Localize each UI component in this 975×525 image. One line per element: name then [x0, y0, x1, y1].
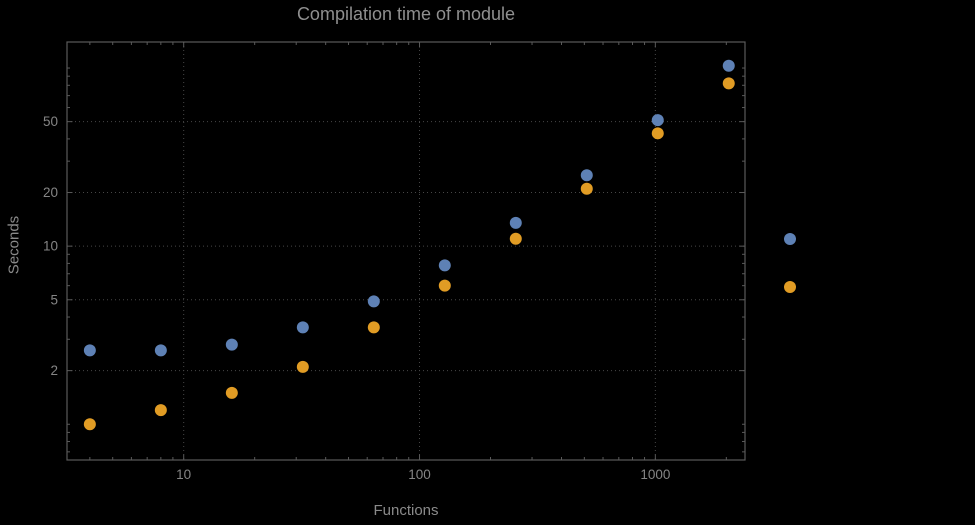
y-tick-label: 10: [43, 239, 58, 254]
legend-marker-series-1: [784, 233, 796, 245]
data-point-series-1: [438, 259, 451, 272]
y-tick-label: 2: [50, 363, 58, 378]
x-axis-label: Functions: [373, 502, 439, 519]
data-point-series-2: [509, 232, 522, 245]
data-point-series-2: [580, 182, 593, 195]
data-point-series-2: [296, 360, 309, 373]
data-point-series-1: [83, 344, 96, 357]
y-tick-label: 50: [43, 114, 58, 129]
data-point-series-1: [509, 216, 522, 229]
data-point-series-2: [225, 386, 238, 399]
data-point-series-1: [154, 344, 167, 357]
data-point-series-1: [296, 321, 309, 334]
data-point-series-1: [651, 114, 664, 127]
data-point-series-1: [225, 338, 238, 351]
data-point-series-1: [580, 169, 593, 182]
x-tick-label: 100: [408, 467, 431, 482]
x-tick-label: 1000: [640, 467, 670, 482]
y-tick-label: 20: [43, 185, 58, 200]
data-point-series-2: [651, 127, 664, 140]
x-tick-label: 10: [176, 467, 191, 482]
data-point-series-2: [367, 321, 380, 334]
chart-title: Compilation time of module: [296, 4, 516, 24]
data-point-series-1: [367, 295, 380, 308]
y-tick-label: 5: [50, 292, 58, 307]
data-point-series-2: [438, 279, 451, 292]
data-point-series-2: [83, 418, 96, 431]
plot-frame: [66, 41, 746, 461]
legend-marker-series-2: [784, 281, 796, 293]
data-point-series-1: [722, 59, 735, 72]
data-point-series-2: [154, 404, 167, 417]
data-point-series-2: [722, 77, 735, 90]
